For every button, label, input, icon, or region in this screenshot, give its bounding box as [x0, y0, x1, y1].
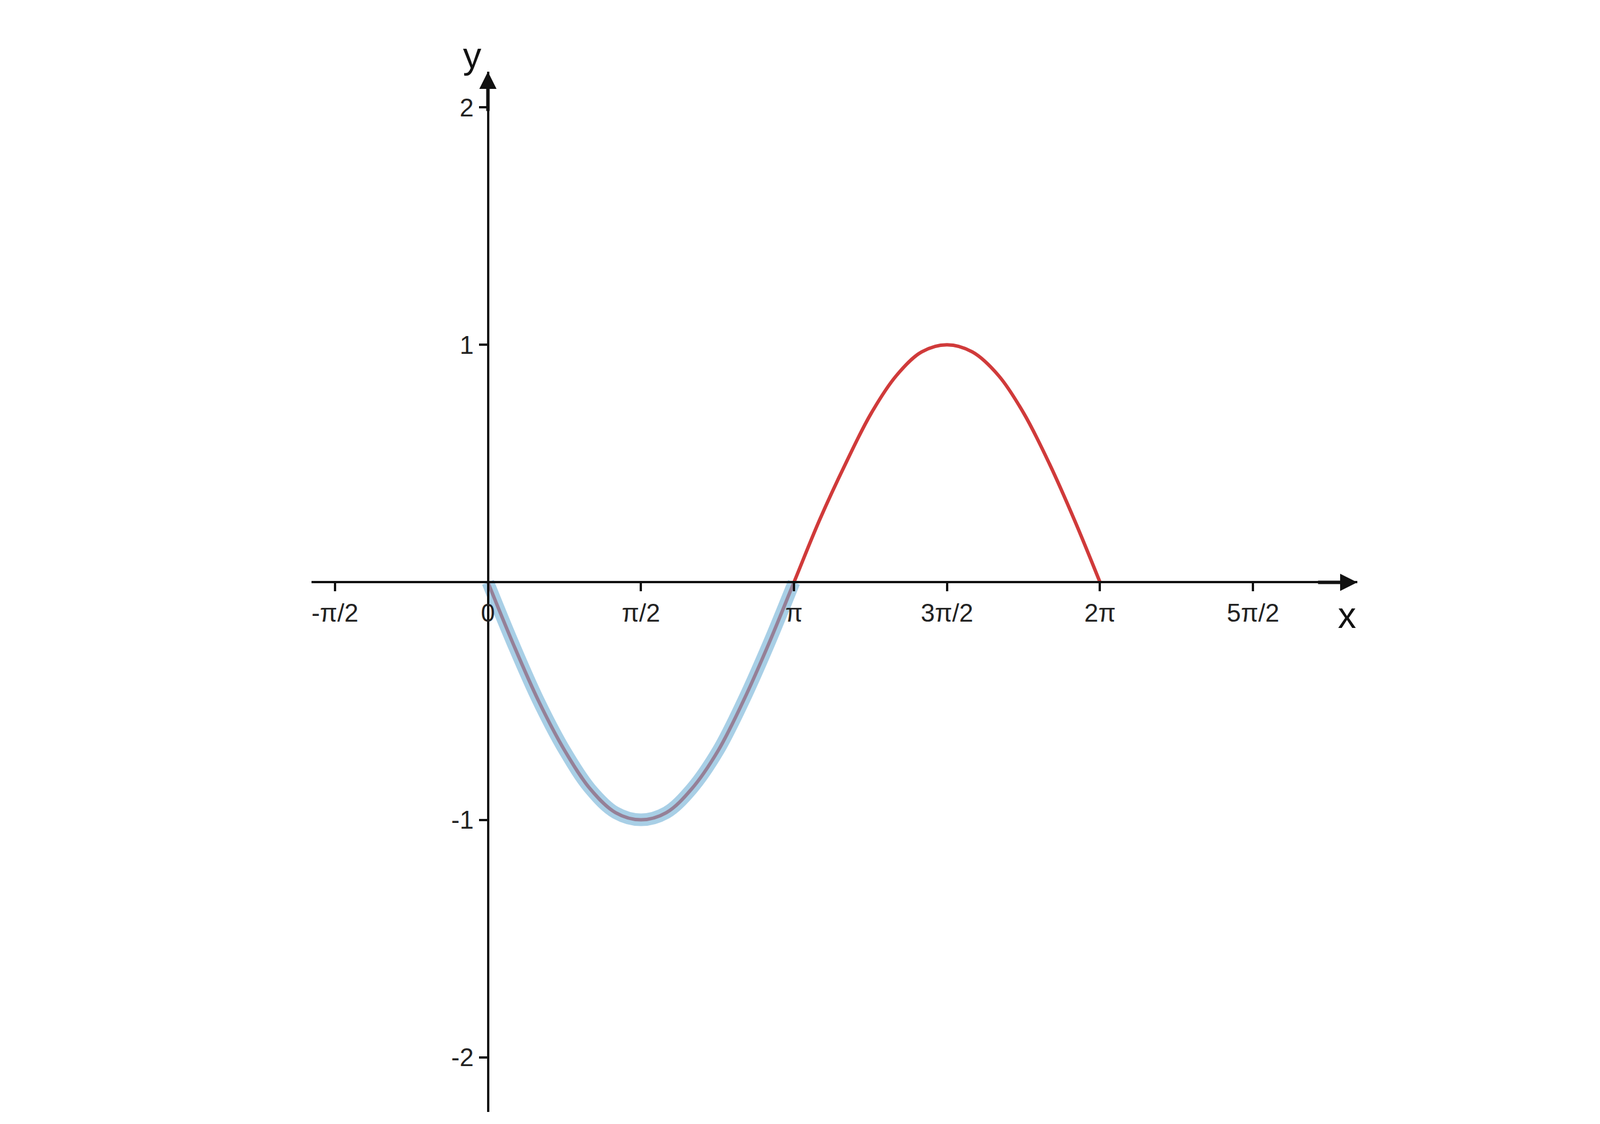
svg-text:2: 2	[459, 93, 474, 122]
svg-text:-π/2: -π/2	[311, 598, 359, 628]
svg-text:0: 0	[480, 598, 495, 628]
svg-text:π: π	[785, 598, 803, 628]
svg-text:2π: 2π	[1084, 598, 1116, 628]
svg-text:1: 1	[459, 331, 474, 360]
svg-text:y: y	[462, 34, 482, 77]
svg-text:-1: -1	[451, 806, 474, 835]
svg-text:-2: -2	[451, 1043, 474, 1072]
svg-text:π/2: π/2	[621, 598, 661, 628]
svg-text:3π/2: 3π/2	[920, 598, 974, 628]
svg-text:5π/2: 5π/2	[1226, 598, 1280, 628]
svg-text:x: x	[1337, 594, 1357, 637]
